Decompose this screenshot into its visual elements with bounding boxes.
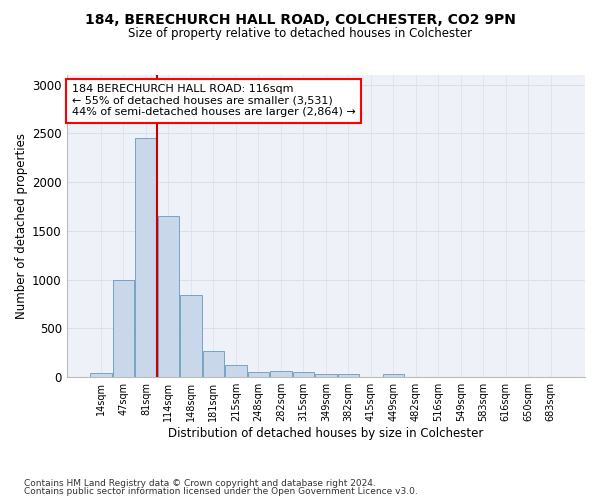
Bar xyxy=(135,138,157,377)
Text: 184 BERECHURCH HALL ROAD: 116sqm
← 55% of detached houses are smaller (3,531)
44: 184 BERECHURCH HALL ROAD: 116sqm ← 55% o… xyxy=(72,84,356,117)
Text: 184, BERECHURCH HALL ROAD, COLCHESTER, CO2 9PN: 184, BERECHURCH HALL ROAD, COLCHESTER, C… xyxy=(85,12,515,26)
Bar xyxy=(248,372,269,377)
Bar xyxy=(293,372,314,377)
Bar xyxy=(180,296,202,377)
Text: Contains public sector information licensed under the Open Government Licence v3: Contains public sector information licen… xyxy=(24,487,418,496)
Y-axis label: Number of detached properties: Number of detached properties xyxy=(15,133,28,319)
Text: Contains HM Land Registry data © Crown copyright and database right 2024.: Contains HM Land Registry data © Crown c… xyxy=(24,478,376,488)
Bar xyxy=(383,374,404,377)
Bar xyxy=(158,216,179,377)
Bar xyxy=(270,372,292,377)
Bar xyxy=(338,374,359,377)
X-axis label: Distribution of detached houses by size in Colchester: Distribution of detached houses by size … xyxy=(168,427,484,440)
Bar xyxy=(315,374,337,377)
Bar xyxy=(113,280,134,377)
Bar xyxy=(225,364,247,377)
Text: Size of property relative to detached houses in Colchester: Size of property relative to detached ho… xyxy=(128,28,472,40)
Bar xyxy=(203,351,224,377)
Bar xyxy=(90,372,112,377)
